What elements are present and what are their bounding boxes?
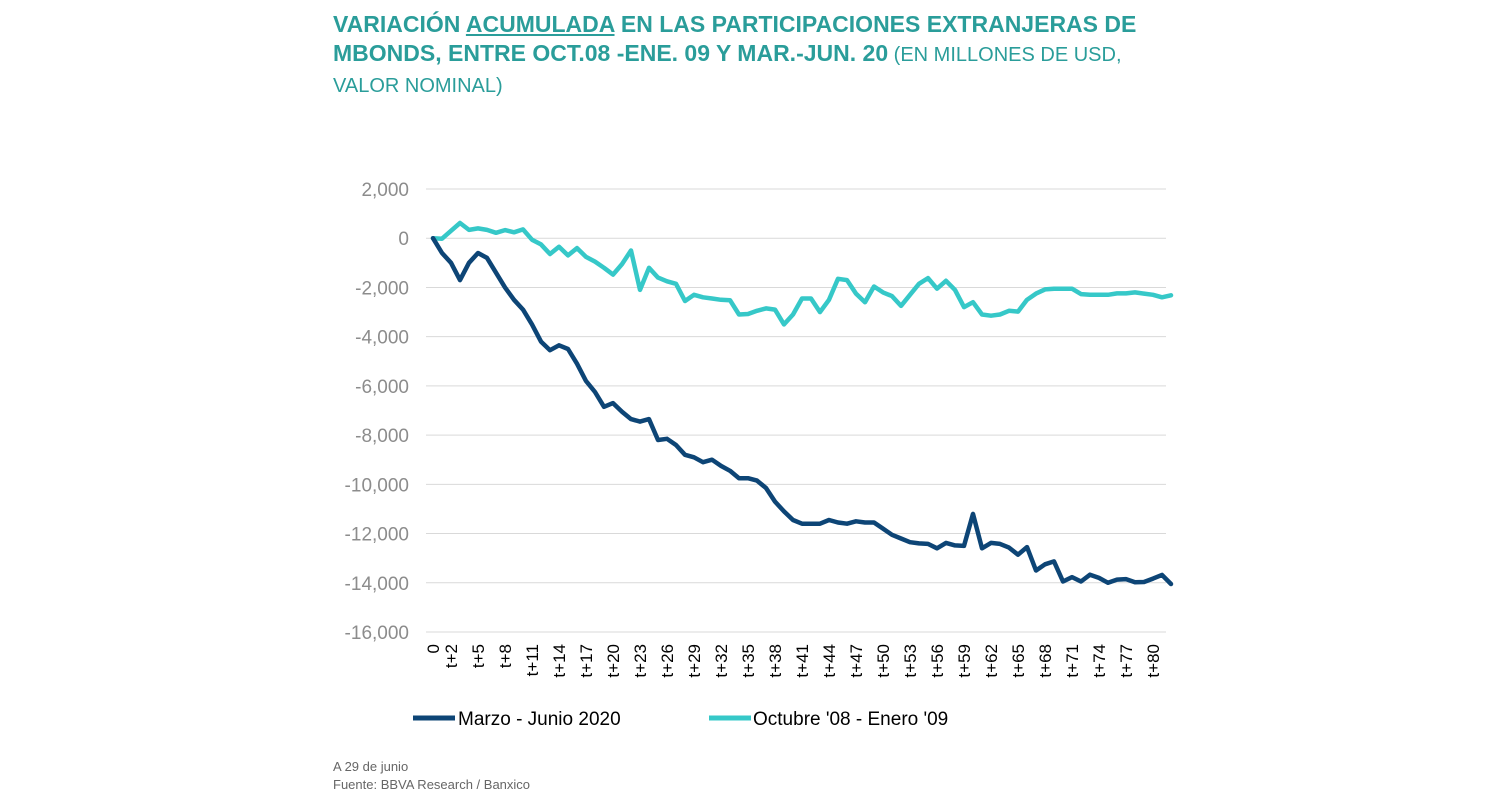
x-tick-label: t+71	[1063, 644, 1082, 678]
x-tick-label: t+65	[1009, 644, 1028, 678]
x-tick-label: t+56	[928, 644, 947, 678]
legend-item-2: Octubre '08 - Enero '09	[709, 709, 948, 730]
title-units: (EN MILLONES DE USD, VALOR NOMINAL)	[333, 44, 1122, 97]
y-tick-label: -16,000	[345, 623, 409, 644]
x-tick-label: t+47	[847, 644, 866, 678]
y-axis: 2,000 0 -2,000 -4,000 -6,000 -8,000 -10,000 -12…	[345, 180, 409, 644]
x-tick-label: t+44	[820, 644, 839, 678]
x-tick-label: t+74	[1090, 644, 1109, 678]
x-tick-label: t+32	[712, 644, 731, 678]
x-tick-label: 0	[424, 644, 443, 653]
x-tick-label: t+35	[739, 644, 758, 678]
source-note: Fuente: BBVA Research / Banxico	[333, 777, 531, 792]
y-tick-label: -4,000	[355, 328, 409, 349]
x-tick-label: t+20	[604, 644, 623, 678]
x-tick-label: t+53	[901, 644, 920, 678]
y-tick-label: 0	[398, 229, 409, 250]
x-axis: 0 t+2 t+5 t+8 t+11 t+14 t+17 t+20 t+23 t+26 t+29 t+…	[424, 644, 1163, 678]
y-tick-label: -12,000	[345, 525, 409, 546]
title-underlined-word: ACUMULADA	[465, 11, 615, 37]
x-tick-label: t+14	[550, 644, 569, 678]
y-tick-label: -14,000	[345, 574, 409, 595]
x-tick-label: t+26	[658, 644, 677, 678]
legend-label: Marzo - Junio 2020	[458, 709, 621, 730]
y-tick-label: 2,000	[361, 180, 409, 201]
legend-label: Octubre '08 - Enero '09	[753, 709, 948, 730]
series-lines	[430, 220, 1174, 587]
date-note: A 29 de junio	[333, 759, 409, 774]
legend: Marzo - Junio 2020 Octubre '08 - Enero '0…	[413, 709, 948, 730]
x-tick-label: t+62	[982, 644, 1001, 678]
y-tick-label: -6,000	[355, 377, 409, 398]
x-tick-label: t+59	[955, 644, 974, 678]
gridlines	[426, 188, 1166, 633]
x-tick-label: t+23	[631, 644, 650, 678]
x-tick-label: t+29	[685, 644, 704, 678]
y-tick-label: -2,000	[355, 278, 409, 299]
chart-title: VARIACIÓN ACUMULADA EN LAS PARTICIPACION…	[333, 10, 1183, 101]
series-line-2	[430, 220, 1174, 327]
x-tick-label: t+38	[766, 644, 785, 678]
y-tick-label: -10,000	[345, 475, 409, 496]
y-tick-label: -8,000	[355, 426, 409, 447]
x-tick-label: t+11	[523, 644, 542, 676]
title-part-1: VARIACIÓN	[333, 11, 466, 37]
x-tick-label: t+80	[1144, 644, 1163, 678]
x-tick-label: t+50	[874, 644, 893, 678]
chart-notes: A 29 de junio Fuente: BBVA Research / Ba…	[333, 758, 530, 794]
x-tick-label: t+8	[496, 644, 515, 668]
x-tick-label: t+17	[577, 644, 596, 678]
x-tick-label: t+41	[793, 644, 812, 678]
legend-item-1: Marzo - Junio 2020	[413, 709, 621, 730]
x-tick-label: t+2	[442, 644, 461, 668]
x-tick-label: t+77	[1117, 644, 1136, 678]
series-line-1	[430, 235, 1174, 587]
x-tick-label: t+5	[469, 644, 488, 668]
title-part-3: EN LAS PARTICIPACIONES EXTRANJERAS DE MB…	[333, 11, 1137, 66]
x-tick-label: t+68	[1036, 644, 1055, 678]
